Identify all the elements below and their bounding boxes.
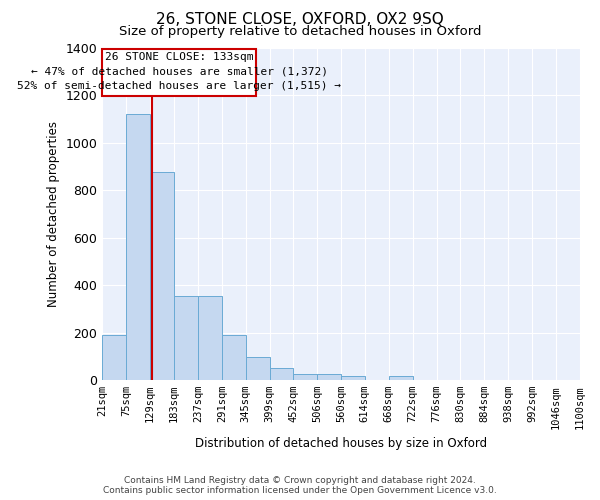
Bar — [174, 296, 198, 380]
Bar — [102, 335, 126, 380]
Bar — [269, 368, 293, 380]
Bar — [150, 172, 174, 380]
Y-axis label: Number of detached properties: Number of detached properties — [47, 121, 60, 307]
Bar — [102, 48, 256, 96]
Bar — [126, 114, 150, 380]
Bar — [341, 376, 365, 380]
Bar — [293, 374, 317, 380]
Bar — [389, 376, 413, 380]
X-axis label: Distribution of detached houses by size in Oxford: Distribution of detached houses by size … — [195, 437, 487, 450]
Bar — [317, 374, 341, 380]
Text: Size of property relative to detached houses in Oxford: Size of property relative to detached ho… — [119, 25, 481, 38]
Text: 26 STONE CLOSE: 133sqm: 26 STONE CLOSE: 133sqm — [105, 52, 253, 62]
Text: 26, STONE CLOSE, OXFORD, OX2 9SQ: 26, STONE CLOSE, OXFORD, OX2 9SQ — [156, 12, 444, 28]
Bar — [245, 358, 269, 380]
Bar — [222, 335, 245, 380]
Text: ← 47% of detached houses are smaller (1,372): ← 47% of detached houses are smaller (1,… — [31, 66, 328, 76]
Bar — [198, 296, 222, 380]
Text: 52% of semi-detached houses are larger (1,515) →: 52% of semi-detached houses are larger (… — [17, 80, 341, 90]
Text: Contains HM Land Registry data © Crown copyright and database right 2024.
Contai: Contains HM Land Registry data © Crown c… — [103, 476, 497, 495]
